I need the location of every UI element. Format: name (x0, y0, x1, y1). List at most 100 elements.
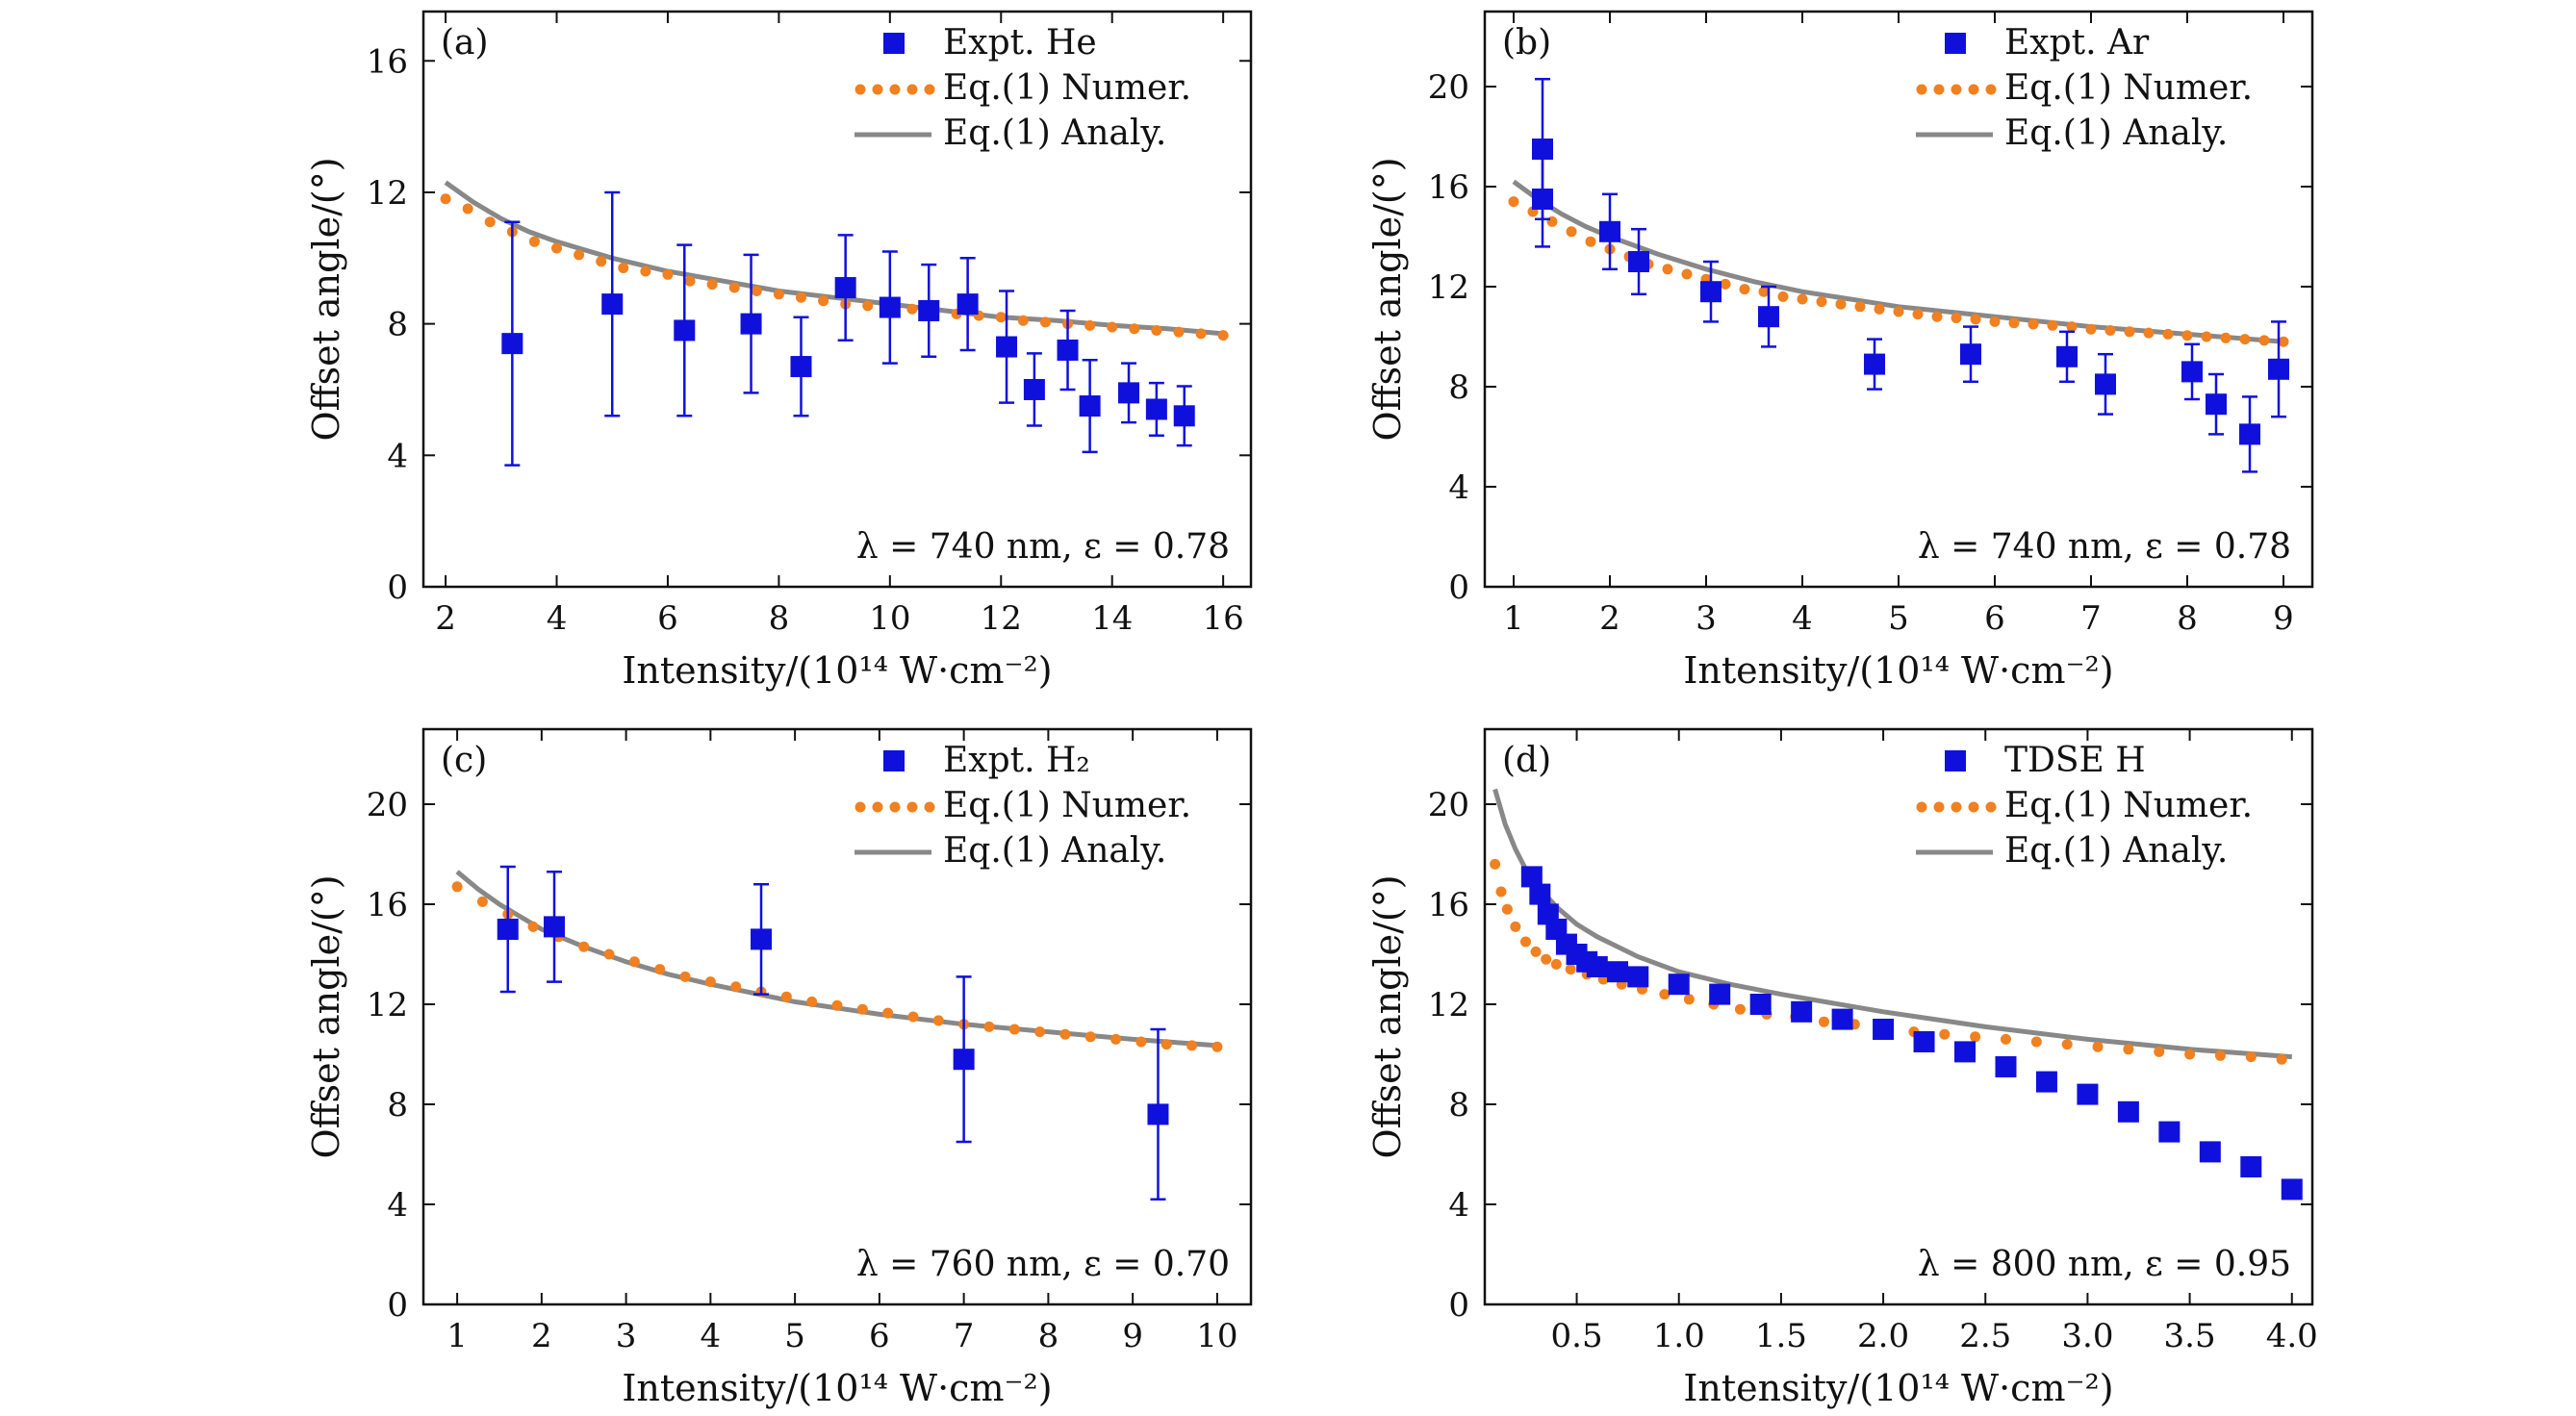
expt-square (1532, 139, 1553, 160)
series-line-analy (455, 870, 1218, 1049)
numer-dot (1720, 278, 1731, 290)
panel-annotation: λ = 740 nm, ε = 0.78 (856, 527, 1230, 567)
numer-dot (2184, 1049, 2196, 1060)
legend-label: Expt. H₂ (943, 741, 1090, 780)
legend-dot-icon (1985, 84, 1997, 95)
data-layer (451, 865, 1223, 1201)
legend-label: Eq.(1) Numer. (943, 68, 1191, 108)
y-tick-label: 12 (1428, 268, 1469, 307)
numer-dot (818, 295, 829, 307)
expt-square (601, 293, 624, 316)
y-tick-label: 20 (1428, 68, 1469, 107)
numer-dot (684, 275, 696, 287)
legend-dot-icon (1933, 84, 1945, 95)
legend-label: Eq.(1) Numer. (2004, 786, 2253, 825)
expt-square (501, 333, 523, 355)
legend-dot-icon (1916, 84, 1927, 95)
x-tick-label: 10 (1196, 1317, 1237, 1355)
expt-square (2035, 1071, 2057, 1093)
legend-dot-icon (1968, 84, 1979, 95)
expt-square (996, 336, 1018, 358)
expt-square (2281, 1178, 2303, 1201)
numer-dot (1550, 958, 1562, 970)
plot-frame (421, 727, 1253, 1306)
x-tick-label: 12 (981, 599, 1022, 638)
numer-dot (1211, 1041, 1223, 1052)
numer-dot (1186, 1040, 1198, 1051)
numer-dot (1683, 994, 1695, 1005)
y-tick-label: 8 (1448, 368, 1469, 407)
x-tick-label: 4 (701, 1317, 722, 1355)
y-tick-label: 16 (1428, 168, 1469, 207)
data-layer (1490, 788, 2303, 1201)
numer-dot (1546, 215, 1558, 227)
numer-dot (1797, 293, 1808, 305)
y-tick-label: 20 (1428, 786, 1469, 824)
numer-dot (907, 1011, 919, 1023)
numer-dot (706, 279, 718, 291)
legend: Expt. He Eq.(1) Numer. Eq.(1) Analy. (854, 23, 1191, 153)
x-tick-label: 2 (1599, 599, 1620, 638)
x-tick-label: 3.0 (2061, 1317, 2113, 1355)
numer-dot (1874, 303, 1885, 315)
expt-square (1995, 1056, 2017, 1077)
expt-square (1023, 378, 1045, 400)
numer-dot (2154, 1046, 2165, 1057)
legend-dot-icon (1951, 84, 1962, 95)
legend-label: Expt. He (943, 23, 1097, 63)
legend-dot-icon (906, 84, 918, 95)
numer-dot (528, 236, 540, 247)
x-tick-label: 5 (784, 1317, 805, 1355)
x-axis-label: Intensity/(10¹⁴ W·cm⁻²) (622, 1367, 1052, 1409)
numer-dot (1084, 1031, 1096, 1043)
numer-dot (1951, 313, 1962, 323)
expt-square (1520, 866, 1543, 888)
expt-square (1173, 405, 1195, 427)
expt-square (1954, 1041, 1977, 1063)
legend: Expt. Ar Eq.(1) Numer. Eq.(1) Analy. (1916, 23, 2253, 153)
panel-label: (a) (441, 23, 489, 63)
x-tick-label: 0.5 (1551, 1317, 1603, 1355)
panel-annotation: λ = 800 nm, ε = 0.95 (1918, 1245, 2291, 1284)
numer-dot (2028, 318, 2039, 330)
expt-square (953, 1049, 975, 1071)
numer-dot (654, 964, 666, 975)
numer-dot (1970, 1031, 1981, 1043)
x-tick-label: 9 (1122, 1317, 1143, 1355)
numer-dot (983, 1021, 995, 1032)
legend-label: Eq.(1) Analy. (2004, 114, 2228, 153)
expt-square (1145, 398, 1167, 420)
numer-dot (2214, 1049, 2226, 1061)
numer-dot (1160, 1039, 1172, 1050)
legend-dot-icon (924, 801, 935, 813)
legend-dot-icon (906, 801, 918, 813)
panel-annotation: λ = 740 nm, ε = 0.78 (1918, 527, 2291, 567)
x-tick-label: 10 (869, 599, 910, 638)
expt-square (879, 296, 901, 318)
expt-square (1709, 983, 1731, 1005)
expt-square (790, 356, 812, 378)
y-axis-label: Offset angle/(°) (305, 157, 347, 441)
x-tick-label: 14 (1091, 599, 1133, 638)
expt-square (2117, 1100, 2139, 1123)
legend-label: TDSE H (2004, 741, 2146, 780)
numer-dot (1939, 1028, 1951, 1040)
plot-frame (1483, 727, 2314, 1306)
expt-square (1668, 974, 1690, 996)
legend-label: Expt. Ar (2004, 23, 2150, 63)
numer-dot (1970, 314, 1981, 325)
x-axis-label: Intensity/(10¹⁴ W·cm⁻²) (622, 649, 1052, 692)
x-tick-label: 6 (657, 599, 678, 638)
numer-dot (2123, 1044, 2134, 1055)
numer-dot (728, 282, 740, 293)
numer-dot (662, 268, 674, 280)
numer-dot (679, 971, 691, 982)
numer-dot (1541, 953, 1552, 965)
numer-dot (1585, 236, 1596, 247)
numer-dot (882, 1007, 894, 1019)
numer-dot (1758, 286, 1770, 297)
numer-dot (1501, 903, 1513, 915)
series-line-analy (444, 180, 1224, 337)
